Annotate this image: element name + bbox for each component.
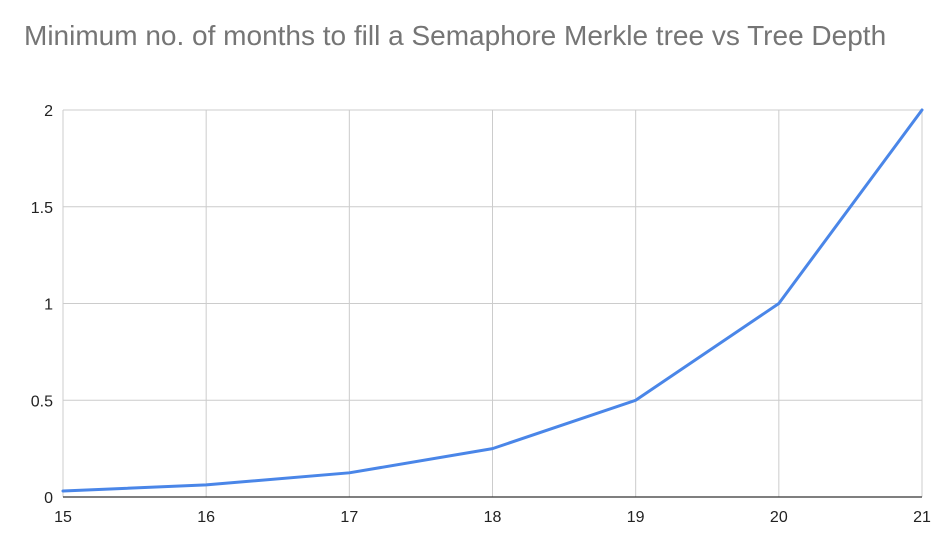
x-tick-label: 20 (770, 509, 788, 526)
tick-label-layer: 0 0.5 1 1.5 2 15 16 17 18 19 20 21 (31, 103, 931, 526)
y-tick-label: 2 (44, 103, 53, 120)
grid-layer (62, 109, 923, 497)
y-tick-label: 0 (44, 490, 53, 507)
chart-title: Minimum no. of months to fill a Semaphor… (24, 20, 887, 51)
y-tick-label: 1 (44, 297, 53, 314)
x-tick-label: 18 (484, 509, 502, 526)
x-tick-label: 19 (627, 509, 645, 526)
series-layer (61, 108, 924, 493)
x-tick-label: 21 (913, 509, 931, 526)
x-tick-label: 16 (197, 509, 215, 526)
y-tick-label: 1.5 (31, 200, 53, 217)
y-tick-label: 0.5 (31, 393, 53, 410)
x-tick-label: 15 (54, 509, 72, 526)
x-tick-label: 17 (340, 509, 358, 526)
